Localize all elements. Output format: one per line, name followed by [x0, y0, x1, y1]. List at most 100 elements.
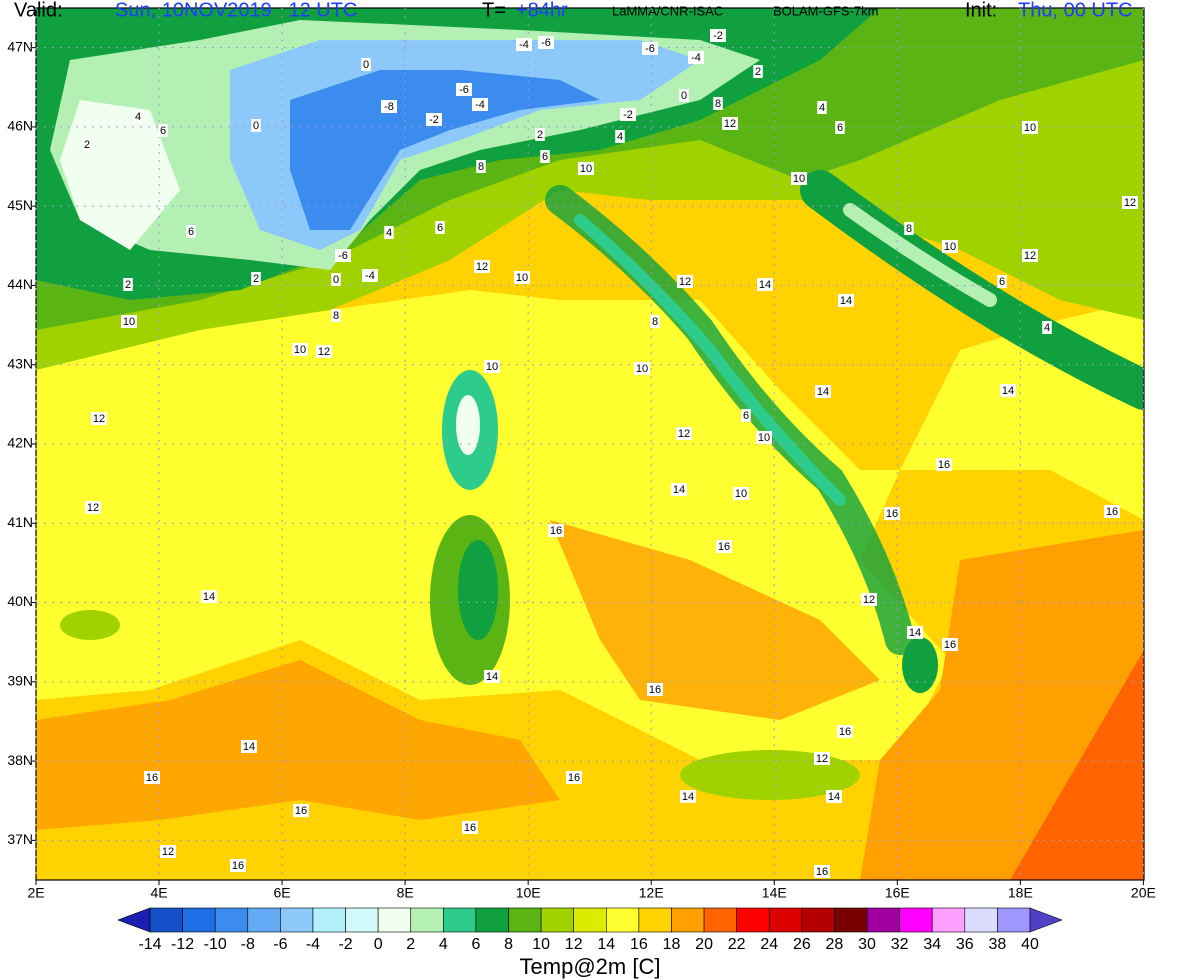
- contour-label: 8: [715, 98, 721, 110]
- contour-label: 14: [828, 791, 840, 803]
- contour-label: -4: [691, 52, 701, 64]
- contour-label-bg: [538, 36, 554, 49]
- contour-label-bg: [713, 97, 723, 110]
- contour-label: 0: [363, 59, 369, 71]
- contour-label-bg: [158, 124, 168, 137]
- field-area: [574, 214, 846, 506]
- contour-label: 2: [84, 139, 90, 151]
- contour-label-bg: [716, 540, 732, 553]
- contour-label: 4: [617, 131, 623, 143]
- contour-label-bg: [817, 101, 827, 114]
- contour-label-bg: [462, 821, 478, 834]
- contour-label-bg: [907, 626, 923, 639]
- contour-label-bg: [757, 278, 773, 291]
- contour-label: 0: [681, 90, 687, 102]
- field-area: [36, 660, 560, 830]
- x-tick-label: 6E: [274, 885, 291, 901]
- contour-label: 10: [758, 432, 770, 444]
- contour-label: 16: [886, 508, 898, 520]
- contour-label-bg: [516, 38, 532, 51]
- colorbar-box: [605, 907, 640, 933]
- colorbar-box: [768, 907, 803, 933]
- y-tick-label: 40N: [7, 593, 33, 609]
- island-field: [456, 395, 480, 455]
- contour-label-bg: [476, 160, 486, 173]
- init-time: Thu, 00 UTC: [1018, 0, 1132, 21]
- contour-label: -8: [384, 101, 394, 113]
- contour-label: 4: [135, 111, 141, 123]
- contour-label: 12: [162, 846, 174, 858]
- field-area: [36, 290, 1144, 760]
- colorbar-box: [345, 907, 379, 933]
- colorbar-label: -8: [241, 936, 255, 953]
- contour-label: 14: [817, 386, 829, 398]
- contour-label-bg: [241, 740, 257, 753]
- colorbar-box: [899, 907, 933, 933]
- contour-label: -6: [645, 43, 655, 55]
- init-label: Init:: [965, 0, 997, 21]
- contour-label-bg: [838, 294, 854, 307]
- colorbar-box: [866, 907, 900, 933]
- contour-label-bg: [826, 790, 842, 803]
- contour-label-bg: [634, 362, 650, 375]
- contour-label-bg: [91, 412, 107, 425]
- contour-label: 10: [735, 488, 747, 500]
- contour-label: 16: [718, 541, 730, 553]
- colorbar-box: [214, 907, 249, 933]
- contour-label-bg: [677, 275, 693, 288]
- colorbar-title: Temp@2m [C]: [520, 954, 661, 979]
- colorbar-label: 2: [406, 936, 415, 953]
- contour-label: 6: [999, 276, 1005, 288]
- contour-label-bg: [548, 524, 564, 537]
- colorbar-label: 14: [597, 936, 615, 953]
- contour-label-bg: [647, 683, 663, 696]
- colorbar-box: [410, 907, 444, 933]
- contour-label: 12: [476, 261, 488, 273]
- valid-label: Valid:: [14, 0, 63, 21]
- contour-label: 8: [652, 316, 658, 328]
- contour-label-bg: [133, 110, 143, 123]
- contour-label-bg: [292, 343, 308, 356]
- contour-label-bg: [1000, 384, 1016, 397]
- contour-label: -2: [429, 114, 439, 126]
- contour-label: 16: [944, 639, 956, 651]
- contour-label: 14: [909, 627, 921, 639]
- contour-label-bg: [620, 108, 636, 121]
- colorbar-box: [247, 907, 281, 933]
- y-tick-label: 45N: [7, 197, 33, 213]
- contour-label-bg: [230, 859, 246, 872]
- colorbar-label: 10: [532, 936, 550, 953]
- y-tick-label: 37N: [7, 831, 33, 847]
- contour-label-bg: [144, 771, 160, 784]
- field-area: [60, 100, 180, 250]
- contour-label-bg: [85, 501, 101, 514]
- x-tick-label: 18E: [1008, 885, 1033, 901]
- x-tick-label: 4E: [150, 885, 167, 901]
- colorbar-box: [997, 907, 1031, 933]
- contour-label: 2: [253, 273, 259, 285]
- contour-label-bg: [435, 221, 445, 234]
- contour-label: 10: [294, 344, 306, 356]
- contour-label: 16: [550, 525, 562, 537]
- contour-label: 14: [486, 671, 498, 683]
- contour-label: 2: [125, 279, 131, 291]
- contour-label-bg: [484, 670, 500, 683]
- contour-label: 10: [1024, 122, 1036, 134]
- field-area: [1010, 650, 1144, 880]
- y-tick-label: 43N: [7, 355, 33, 371]
- colorbar-box: [834, 907, 868, 933]
- field-area: [290, 70, 600, 230]
- y-tick-label: 44N: [7, 276, 33, 292]
- field-area: [550, 520, 880, 720]
- contour-label-bg: [814, 752, 830, 765]
- contour-label-bg: [160, 845, 176, 858]
- island-field: [458, 540, 498, 640]
- contour-label-bg: [642, 42, 658, 55]
- contour-label: 4: [386, 227, 392, 239]
- contour-label-bg: [566, 771, 582, 784]
- colorbar-label: 6: [471, 936, 480, 953]
- colorbar-label: -2: [338, 936, 352, 953]
- contour-label: 14: [1002, 385, 1014, 397]
